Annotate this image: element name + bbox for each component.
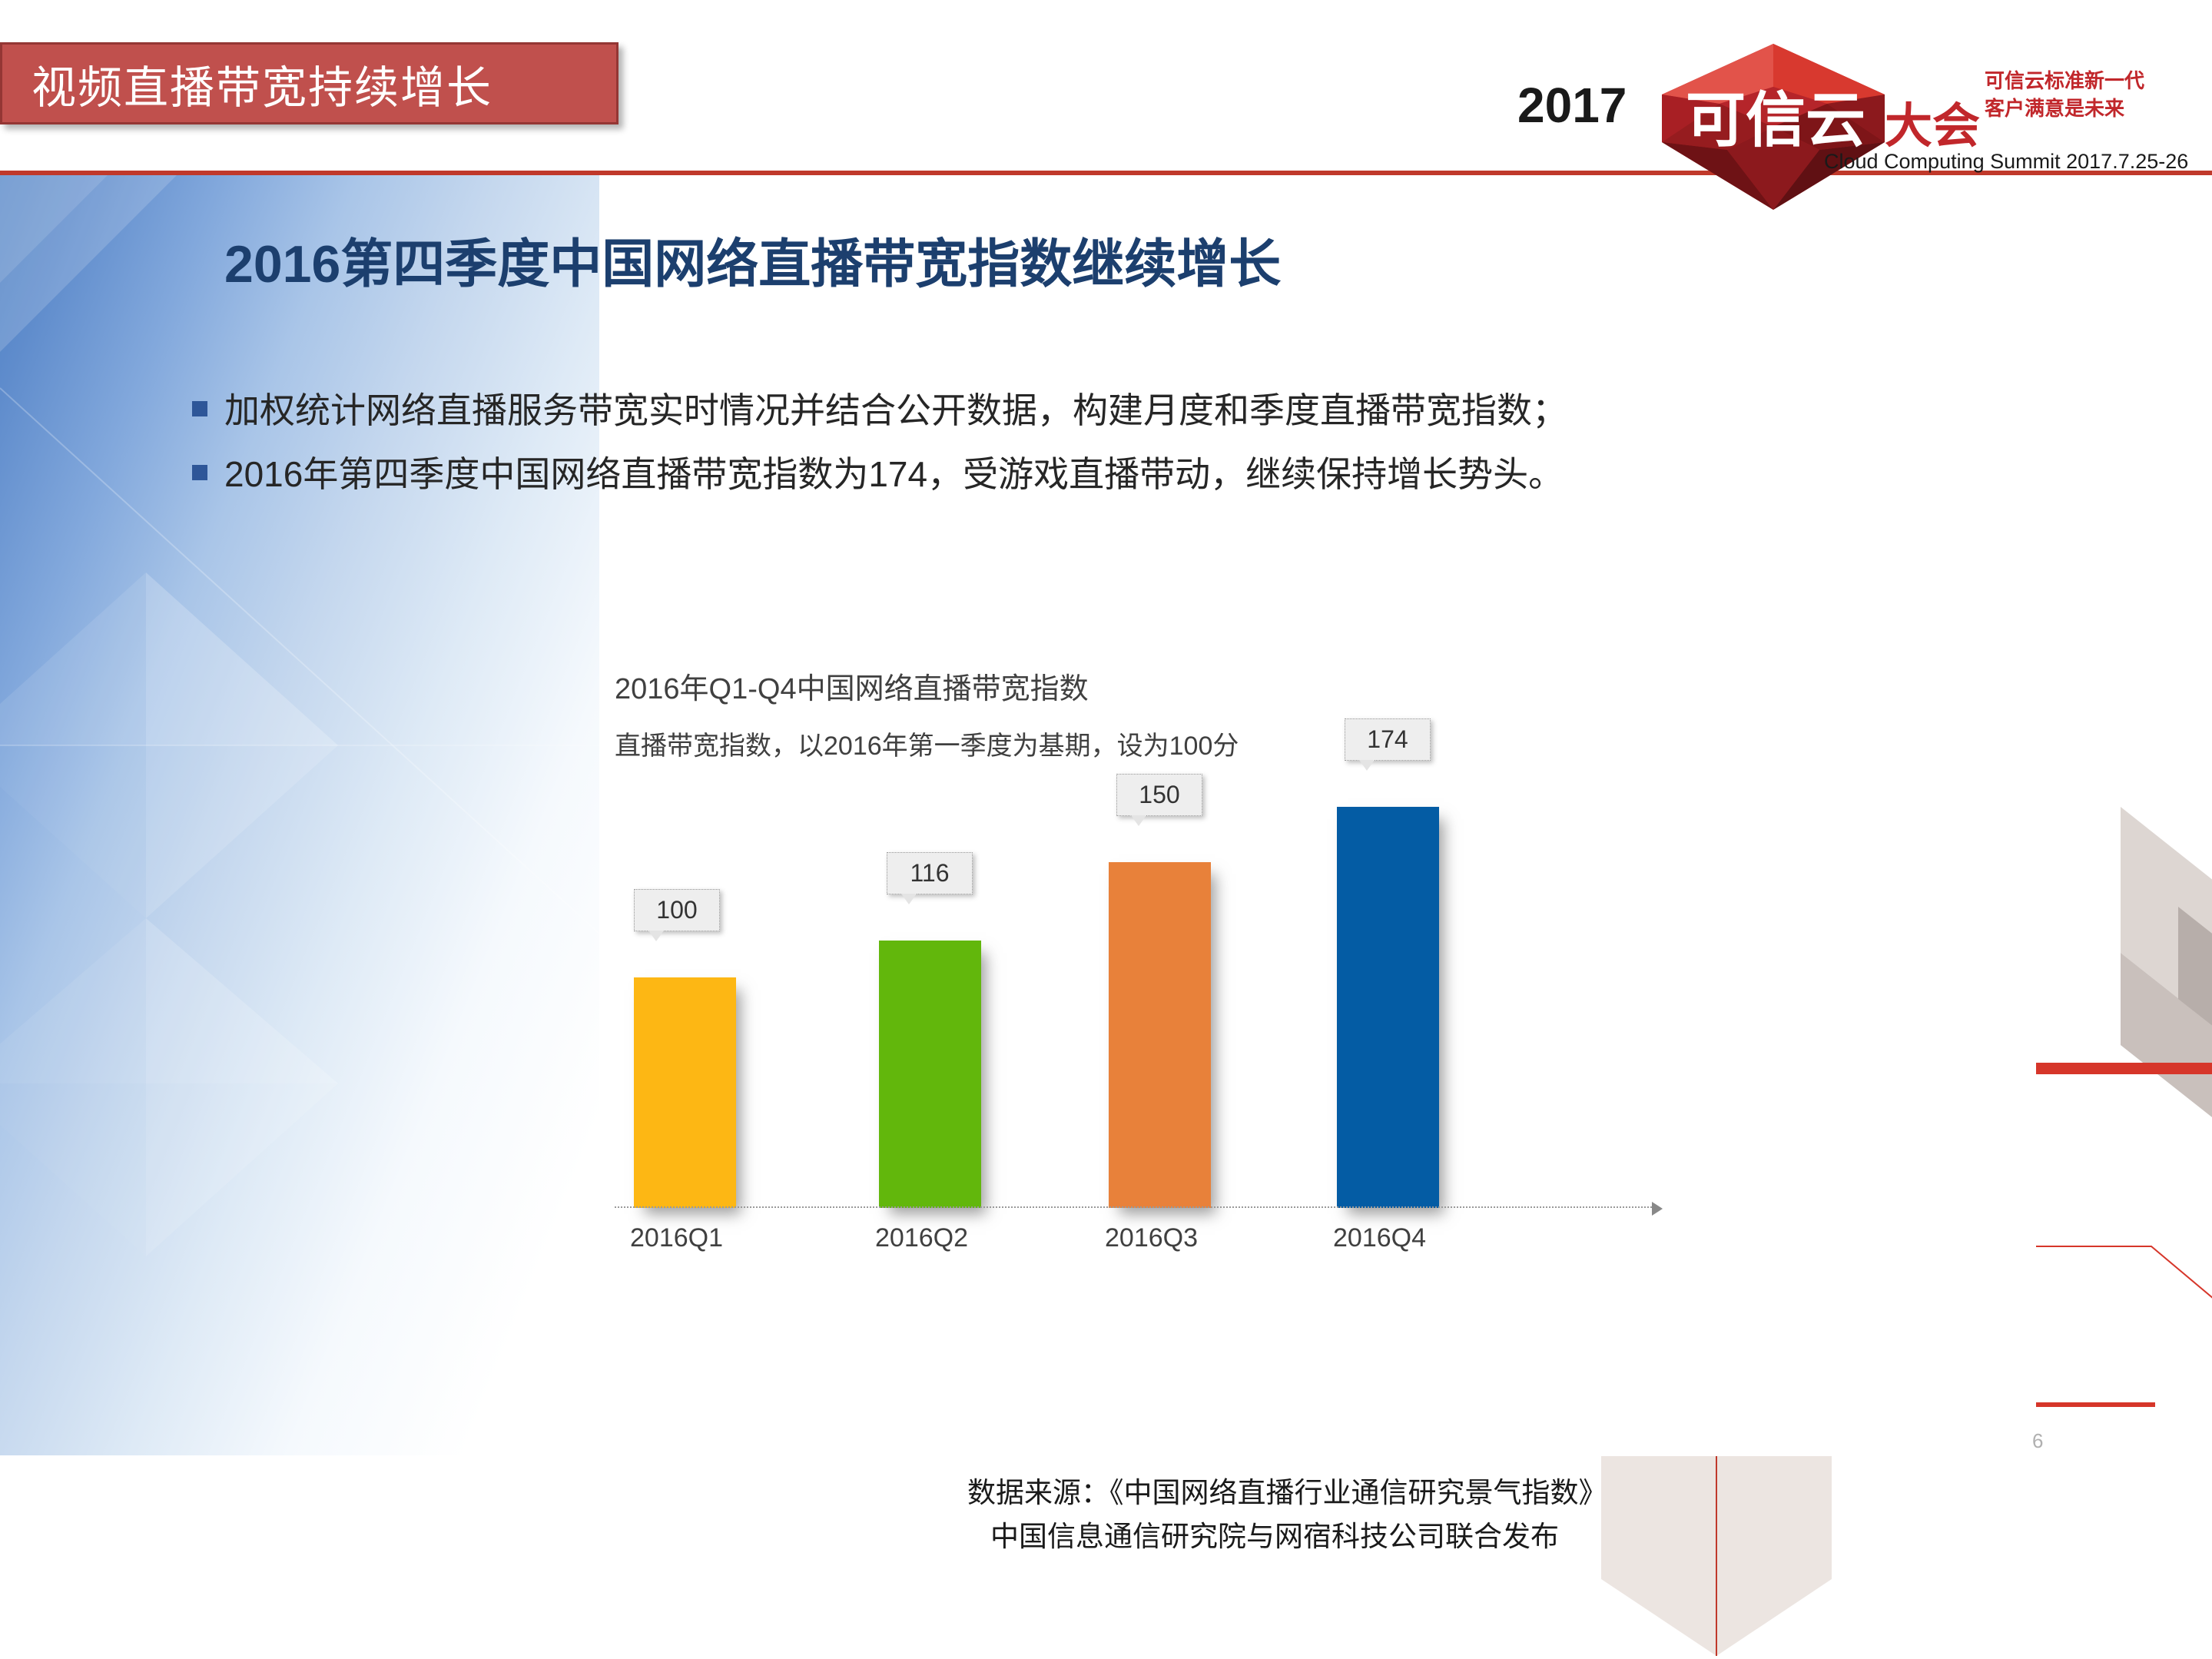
svg-text:可信云: 可信云 [1686,86,1865,154]
